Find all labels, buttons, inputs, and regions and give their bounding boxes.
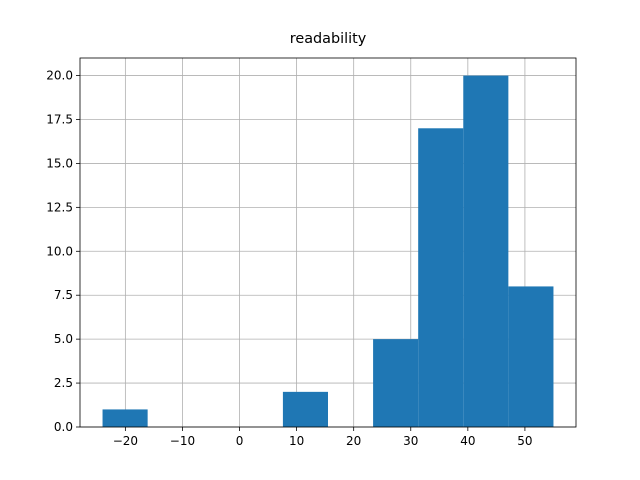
bar xyxy=(373,339,419,427)
y-tick-label: 5.0 xyxy=(54,332,73,346)
x-tick-label: 20 xyxy=(346,434,361,448)
y-tick-label: 2.5 xyxy=(54,376,73,390)
axes-frame xyxy=(79,57,577,428)
y-tick-label: 10.0 xyxy=(46,244,73,258)
bar xyxy=(102,409,148,427)
x-tick-label: 0 xyxy=(236,434,244,448)
y-tick-label: 17.5 xyxy=(46,113,73,127)
x-tick-label: 40 xyxy=(460,434,475,448)
x-tick-label: 30 xyxy=(403,434,418,448)
bar-layer xyxy=(102,75,554,428)
chart-title: readability xyxy=(290,31,367,47)
x-tick-label: 50 xyxy=(517,434,532,448)
y-tick-label: 12.5 xyxy=(46,200,73,214)
x-tick-label: −10 xyxy=(170,434,195,448)
bar xyxy=(463,75,509,428)
y-tick-label: 15.0 xyxy=(46,156,73,170)
bar xyxy=(508,286,554,427)
x-tick-label: −20 xyxy=(113,434,138,448)
bar xyxy=(282,391,328,427)
y-tick-label: 20.0 xyxy=(46,69,73,83)
tick-layer: −20 −10 0 10 20 30 40 50 0.0 2.5 5.0 7.5 10.0 12.5 15.… xyxy=(46,69,532,448)
y-tick-label: 0.0 xyxy=(54,420,73,434)
bar xyxy=(418,128,464,428)
y-tick-label: 7.5 xyxy=(54,288,73,302)
x-tick-label: 10 xyxy=(289,434,304,448)
